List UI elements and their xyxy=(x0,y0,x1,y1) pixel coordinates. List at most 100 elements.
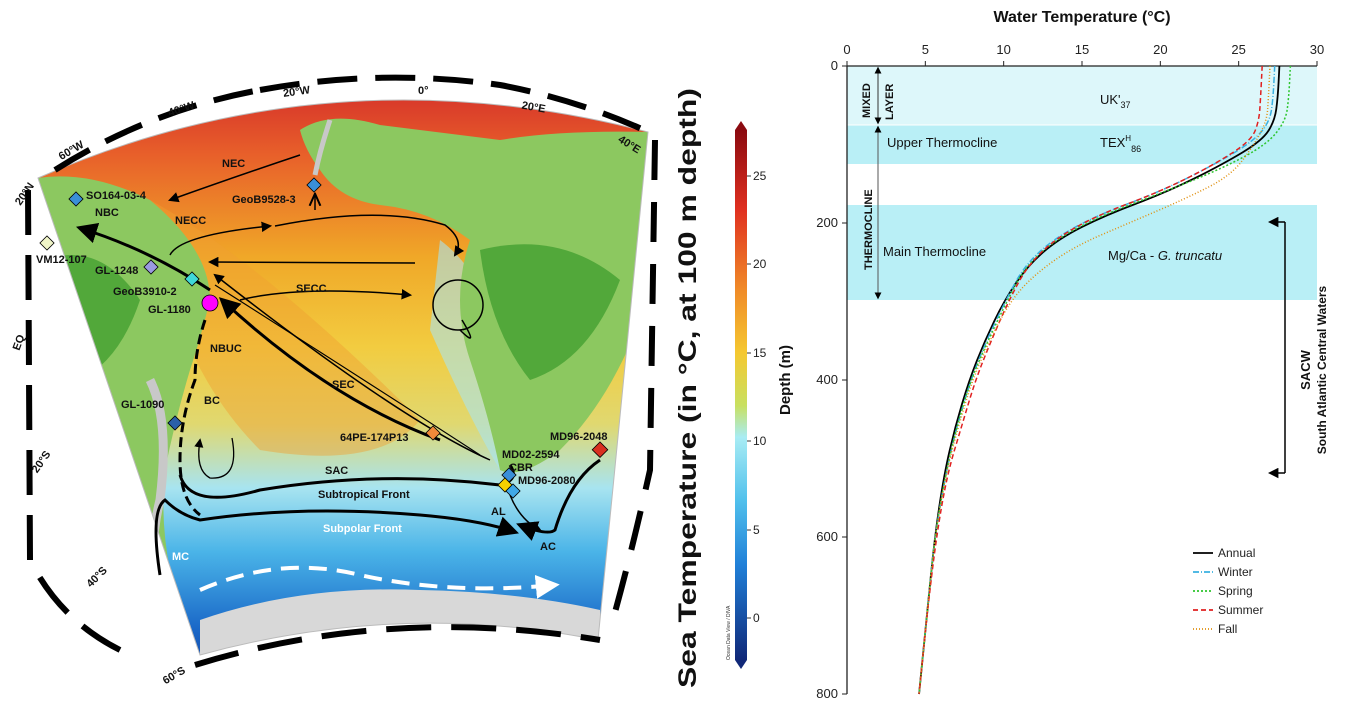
site-label-md96-2048: MD96-2048 xyxy=(550,431,607,443)
lon-label-0: 0° xyxy=(418,85,429,97)
legend-label-spring: Spring xyxy=(1218,584,1253,598)
label-bc: BC xyxy=(204,395,220,407)
zone-band-main-thermocline xyxy=(847,205,1317,300)
lat-label-20s: 20°S xyxy=(30,449,54,476)
label-subtropical-front: Subtropical Front xyxy=(318,489,410,501)
site-label-md02: MD02-2594 xyxy=(502,449,560,461)
legend-label-annual: Annual xyxy=(1218,546,1255,560)
legend-label-fall: Fall xyxy=(1218,622,1237,636)
colorbar-tick-15: 15 xyxy=(753,346,767,360)
colorbar-tick-25: 25 xyxy=(753,169,767,183)
al-arrow xyxy=(509,494,542,531)
angola-gyre-circle xyxy=(432,279,484,331)
colorbar-tick-0: 0 xyxy=(753,611,760,625)
x-tick-label: 10 xyxy=(996,42,1010,57)
acc-dashed-arrow xyxy=(199,565,560,599)
legend-label-winter: Winter xyxy=(1218,565,1253,579)
site-marker-md96-2048 xyxy=(591,441,609,459)
african-shelf xyxy=(312,119,333,176)
x-tick-label: 0 xyxy=(843,42,850,57)
core-sites xyxy=(39,177,609,499)
colorbar-tick-20: 20 xyxy=(753,257,767,271)
subpolar-front-arrow xyxy=(154,498,519,576)
sec-south-branch xyxy=(218,297,441,442)
nec-arrow xyxy=(168,154,301,203)
sec-north-arrow xyxy=(207,256,416,268)
label-ac: AC xyxy=(540,541,556,553)
mixed-label-1: MIXED xyxy=(861,83,873,118)
zone-label-main-thermocline: Main Thermocline xyxy=(883,244,986,259)
site-marker-gl1090 xyxy=(167,415,183,431)
y-tick-label: 800 xyxy=(816,686,838,701)
site-label-gl1180: GL-1180 xyxy=(148,304,191,316)
y-tick-label: 600 xyxy=(816,529,838,544)
site-marker-gl1248 xyxy=(143,259,159,275)
lat-label-40s: 40°S xyxy=(84,565,109,590)
lat-label-eq: EQ xyxy=(11,333,28,352)
angola-gyre xyxy=(459,319,472,339)
zone-band-mixed-layer xyxy=(847,66,1317,125)
lon-label-40w: 40°W xyxy=(167,99,197,119)
x-tick-label: 25 xyxy=(1231,42,1245,57)
congo-lowland xyxy=(480,244,620,380)
colorbar: 25 20 15 10 5 0 Ocean Data View / DIVA S… xyxy=(674,88,767,688)
site-marker-gl1180 xyxy=(201,294,219,312)
lon-label-20e: 20°E xyxy=(521,100,547,116)
map-area xyxy=(38,99,648,655)
label-nec: NEC xyxy=(222,158,245,170)
site-label-geob3910: GeoB3910-2 xyxy=(113,286,177,298)
lon-label-20w: 20°W xyxy=(282,84,311,100)
bc-recirculation xyxy=(194,437,235,479)
site-label-gl1248: GL-1248 xyxy=(95,265,138,277)
y-tick-label: 200 xyxy=(816,215,838,230)
x-tick-label: 20 xyxy=(1153,42,1167,57)
label-nbc: NBC xyxy=(95,207,119,219)
site-label-64pe: 64PE-174P13 xyxy=(340,432,409,444)
temperature-profile-chart: Water Temperature (°C) MIXED LAYER THERM… xyxy=(777,9,1329,701)
legend-label-summer: Summer xyxy=(1218,603,1263,617)
lat-label-20n: 20°N xyxy=(13,181,37,208)
profile-series xyxy=(918,65,1292,695)
x-tick-label: 30 xyxy=(1310,42,1324,57)
colorbar-tick-5: 5 xyxy=(753,523,760,537)
series-line-summer xyxy=(918,65,1263,695)
site-label-md96-2080: MD96-2080 xyxy=(518,475,575,487)
zone-label-upper-thermocline: Upper Thermocline xyxy=(887,135,997,150)
map-panel: 60°W 40°W 20°W 0° 20°E 40°E 20°N EQ 20°S… xyxy=(11,74,767,688)
mixed-label-2: LAYER xyxy=(884,84,896,120)
sec-arrow-2 xyxy=(214,284,481,456)
secc-arrow xyxy=(239,289,413,301)
site-marker-so164 xyxy=(68,191,84,207)
site-label-geob9528: GeoB9528-3 xyxy=(232,194,296,206)
thermocline-vertical-label: THERMOCLINE xyxy=(863,189,875,270)
y-axis-title: Depth (m) xyxy=(777,345,794,415)
y-ticks: 0 200 400 600 800 xyxy=(816,58,847,701)
benguela-upwelling xyxy=(430,240,504,470)
label-mc: MC xyxy=(172,551,189,563)
map-frame xyxy=(25,74,658,668)
lat-label-60s: 60°S xyxy=(161,665,188,687)
colorbar-title: Sea Temperature (in °C, at 100 m depth) xyxy=(674,88,702,688)
site-marker-geob9528 xyxy=(306,177,322,193)
colorbar-tick-10: 10 xyxy=(753,434,767,448)
colorbar-gradient xyxy=(735,130,747,660)
legend: Annual Winter Spring Summer Fall xyxy=(1193,546,1263,636)
x-tick-label: 5 xyxy=(922,42,929,57)
label-subpolar-front: Subpolar Front xyxy=(323,523,402,535)
sec-arrow-1 xyxy=(213,273,491,461)
label-sec: SEC xyxy=(332,379,355,391)
africa-landmass xyxy=(300,118,648,473)
site-marker-64pe xyxy=(425,425,441,441)
site-marker-vm12 xyxy=(39,235,55,251)
colorbar-bottom-cap xyxy=(735,660,747,669)
label-necc: NECC xyxy=(175,215,206,227)
label-nbuc: NBUC xyxy=(210,343,242,355)
site-label-vm12: VM12-107 xyxy=(36,254,87,266)
series-line-fall xyxy=(918,65,1271,695)
proxy-tex86: TEXH86 xyxy=(1100,134,1141,154)
necc-retroflection xyxy=(274,214,465,257)
y-tick-label: 400 xyxy=(816,372,838,387)
site-label-gl1090: GL-1090 xyxy=(121,399,164,411)
label-sac: SAC xyxy=(325,465,348,477)
